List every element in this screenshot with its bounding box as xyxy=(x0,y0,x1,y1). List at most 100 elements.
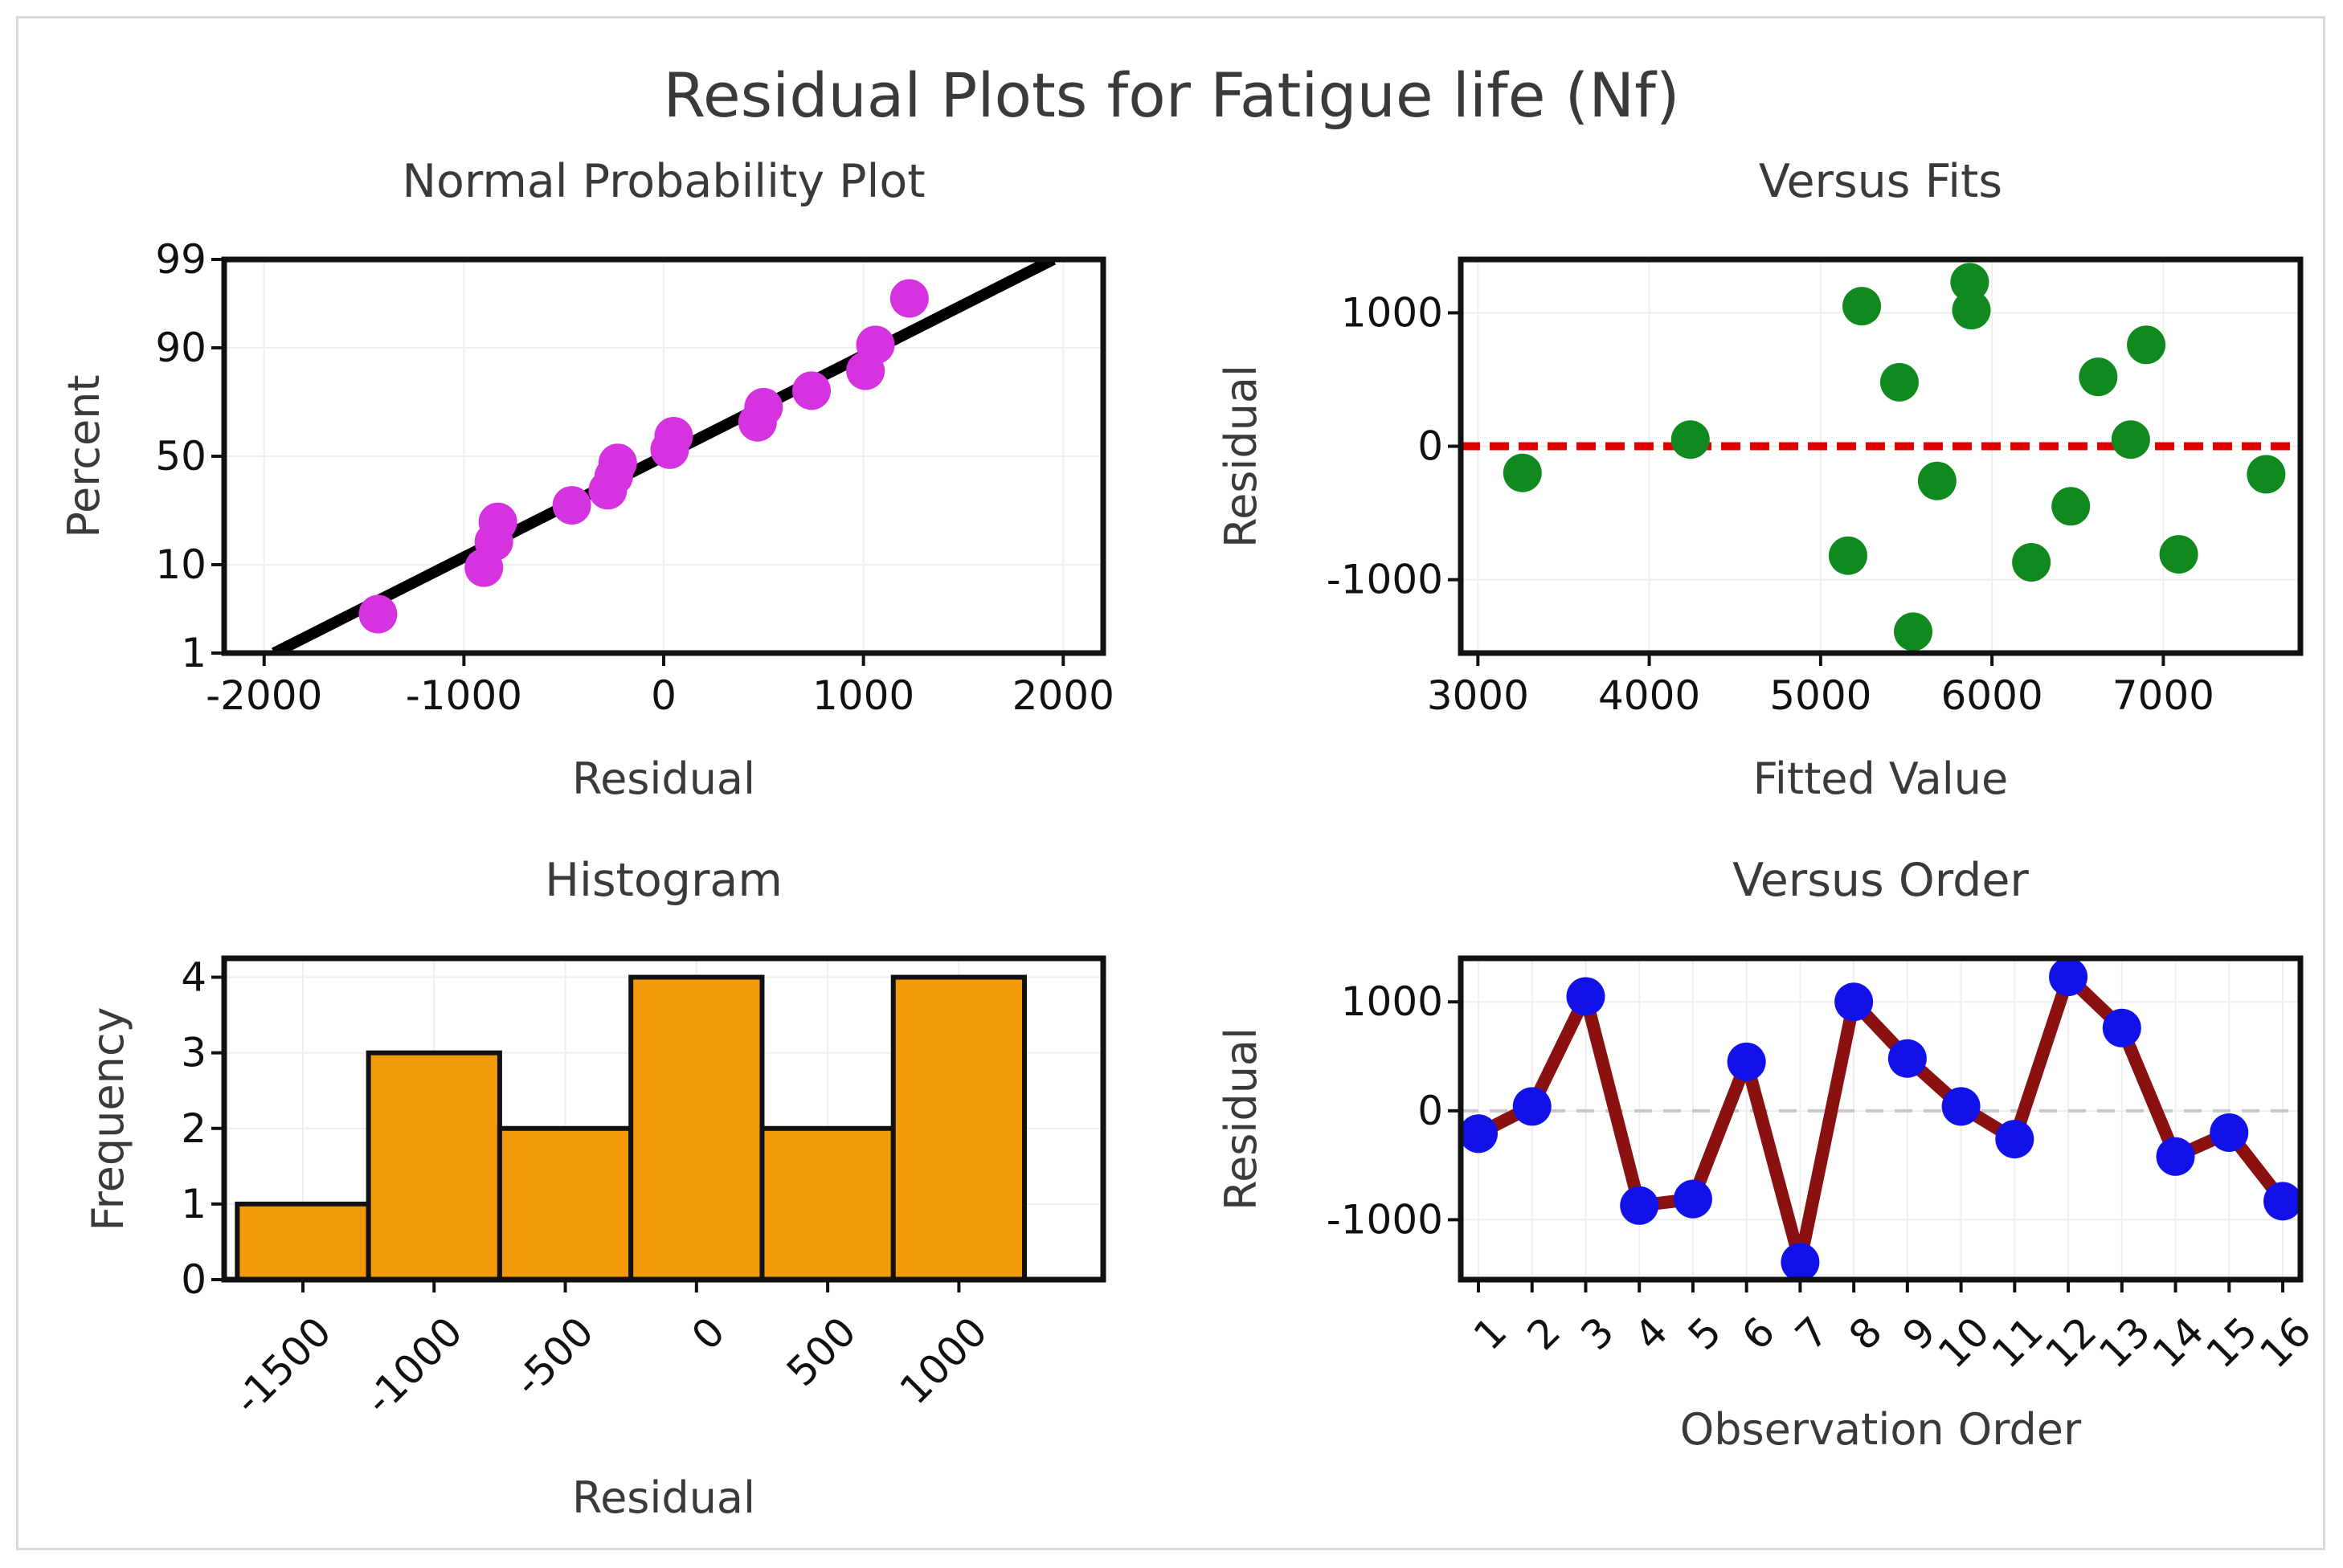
data-point xyxy=(2049,958,2088,997)
x-tick-label: -500 xyxy=(505,1308,603,1405)
x-tick-label: 1 xyxy=(1465,1308,1516,1359)
residual-plots-figure: Residual Plots for Fatigue life (Nf) Nor… xyxy=(59,59,2321,1523)
x-tick-label: 500 xyxy=(778,1308,865,1394)
data-point xyxy=(2159,535,2198,574)
y-tick-label: 50 xyxy=(155,433,206,480)
data-point xyxy=(1673,1179,1712,1219)
data-point xyxy=(2210,1113,2249,1152)
data-point xyxy=(1887,1039,1927,1078)
data-point xyxy=(2111,420,2150,459)
data-point xyxy=(1781,1243,1820,1282)
y-tick-label: 0 xyxy=(1417,1088,1443,1134)
data-point xyxy=(1950,263,1989,302)
y-axis-label: Frequency xyxy=(83,1007,133,1231)
plot-frame xyxy=(1458,955,2304,1283)
data-point xyxy=(1995,1120,2034,1159)
data-point xyxy=(1941,1087,1981,1126)
plot-title: Normal Probability Plot xyxy=(402,155,925,208)
y-tick-label: 0 xyxy=(181,1256,206,1303)
y-axis-label: Residual xyxy=(1216,365,1266,548)
x-axis-label: Residual xyxy=(572,753,755,804)
data-point xyxy=(1459,1114,1498,1154)
x-tick-label: 7000 xyxy=(2112,672,2214,719)
x-tick-label: 4 xyxy=(1625,1308,1677,1359)
x-tick-label: 7 xyxy=(1786,1308,1838,1359)
data-point xyxy=(1952,291,1991,330)
data-point xyxy=(2263,1182,2302,1221)
histogram-plot: Histogram Residual Frequency -1500 -1000 -500… xyxy=(83,854,1106,1523)
x-tick-label: 3 xyxy=(1572,1308,1623,1359)
y-tick-label: 0 xyxy=(1417,423,1443,470)
data-point xyxy=(478,502,517,541)
data-point xyxy=(2247,455,2286,494)
x-tick-label: 3000 xyxy=(1427,672,1529,719)
x-tick-label: 6000 xyxy=(1940,672,2042,719)
x-tick-label: 16 xyxy=(2251,1308,2321,1377)
x-tick-label: 2000 xyxy=(1012,672,1114,719)
x-tick-label: 4000 xyxy=(1598,672,1700,719)
y-tick-label: 90 xyxy=(155,325,206,371)
y-tick-label: 1 xyxy=(181,630,206,676)
data-point xyxy=(1842,287,1882,326)
plot-frame xyxy=(221,955,1106,1283)
histogram-bar xyxy=(890,974,1028,1282)
x-tick-label: -1000 xyxy=(356,1308,472,1423)
data-point xyxy=(856,325,895,365)
y-tick-label: 10 xyxy=(155,541,206,588)
histogram-bar xyxy=(497,1125,634,1282)
y-tick-label: -1000 xyxy=(1327,1196,1443,1243)
figure-title: Residual Plots for Fatigue life (Nf) xyxy=(663,59,1679,131)
data-point xyxy=(1566,977,1605,1016)
x-tick-label: 1000 xyxy=(891,1308,996,1413)
data-point xyxy=(1834,982,1874,1022)
x-tick-label: 1000 xyxy=(812,672,914,719)
plot-title: Versus Fits xyxy=(1759,155,2002,208)
plot-area xyxy=(1461,263,2300,651)
x-tick-label: -1500 xyxy=(225,1308,341,1423)
data-point xyxy=(1917,461,1957,500)
plot-title: Histogram xyxy=(545,854,783,907)
x-axis-label: Observation Order xyxy=(1680,1404,2082,1455)
histogram-bar xyxy=(628,974,765,1282)
x-tick-label: 0 xyxy=(683,1308,734,1359)
y-tick-label: 2 xyxy=(181,1105,206,1152)
x-tick-label: 2 xyxy=(1519,1308,1570,1359)
data-point xyxy=(744,387,783,427)
x-tick-label: 0 xyxy=(651,672,677,719)
data-point xyxy=(1879,362,1919,402)
plot-area xyxy=(272,259,1056,653)
data-point xyxy=(1503,453,1542,492)
plot-frame xyxy=(1458,256,2304,656)
data-point xyxy=(889,279,929,318)
y-tick-label: 1 xyxy=(181,1181,206,1227)
normal-probability-plot: Normal Probability Plot Residual Percent -2… xyxy=(59,155,1114,804)
y-tick-label: -1000 xyxy=(1327,557,1443,603)
histogram-bar xyxy=(235,1201,371,1282)
versus-order-plot: Versus Order Observation Order Residual 1 2 3… xyxy=(1216,854,2321,1455)
y-tick-label: 1000 xyxy=(1341,978,1443,1025)
y-axis-label: Residual xyxy=(1216,1027,1266,1211)
x-tick-label: -1000 xyxy=(406,672,522,719)
x-tick-label: 6 xyxy=(1733,1308,1785,1359)
data-point xyxy=(358,594,398,634)
data-point xyxy=(598,443,637,483)
data-point xyxy=(1894,612,1933,651)
data-point xyxy=(2127,325,2166,365)
data-point xyxy=(2012,543,2051,582)
y-tick-label: 99 xyxy=(155,236,206,283)
data-point xyxy=(1620,1186,1659,1225)
data-point xyxy=(1727,1042,1766,1081)
data-point xyxy=(2079,357,2118,397)
histogram-bar xyxy=(366,1050,502,1283)
data-point xyxy=(791,371,831,410)
data-point xyxy=(654,416,693,455)
plot-title: Versus Order xyxy=(1732,854,2029,907)
x-tick-label: 8 xyxy=(1840,1308,1891,1359)
x-tick-label: 5000 xyxy=(1769,672,1871,719)
data-point xyxy=(2156,1137,2195,1176)
y-tick-label: 3 xyxy=(181,1030,206,1076)
y-axis-label: Percent xyxy=(59,374,109,537)
x-axis-label: Fitted Value xyxy=(1753,753,2008,804)
histogram-bar xyxy=(759,1125,896,1282)
data-point xyxy=(2102,1008,2141,1047)
